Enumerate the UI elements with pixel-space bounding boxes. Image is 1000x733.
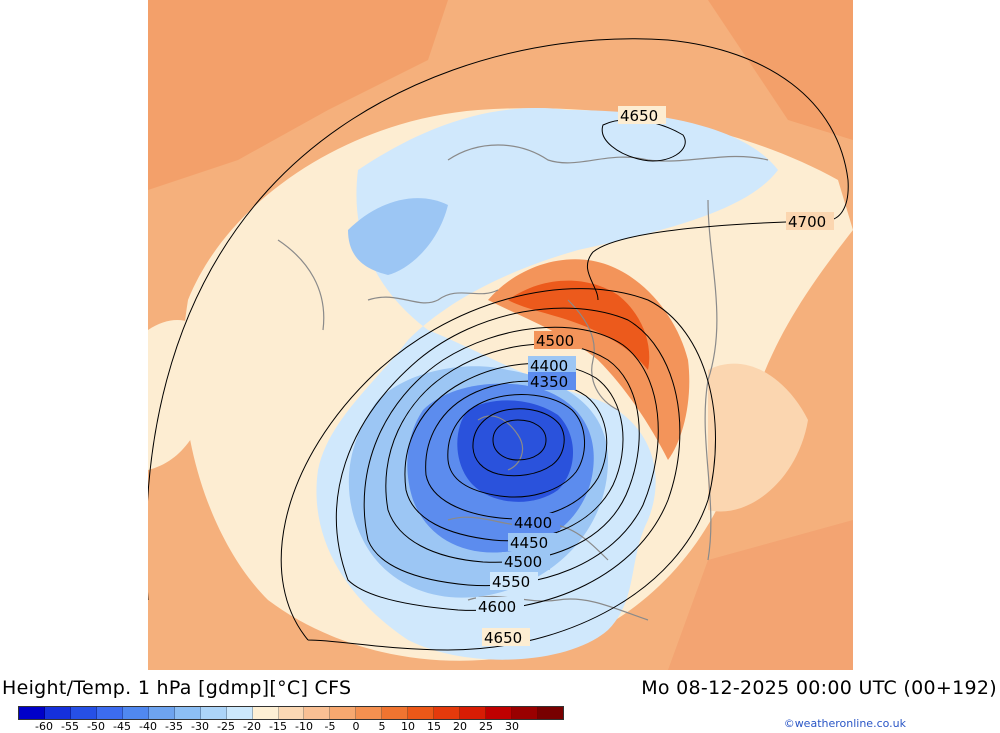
colorbar-swatch (538, 707, 564, 719)
contour-4550 (363, 326, 659, 587)
contour-4700 (586, 221, 787, 301)
colorbar-swatch (226, 707, 253, 719)
contour-4250 (492, 419, 547, 461)
colorbar-tick-label: 5 (378, 720, 386, 733)
colorbar-swatch (434, 707, 461, 719)
contour-label-4700: 4700 (788, 213, 826, 231)
colorbar-swatch (278, 707, 305, 719)
contour-outer (148, 38, 849, 600)
credit-link[interactable]: ©weatheronline.co.uk (783, 717, 906, 730)
contour-4650 (280, 288, 716, 651)
colorbar-tick-label: -30 (191, 720, 209, 733)
colorbar-tick-label: -15 (269, 720, 287, 733)
colorbar-tick-label: -60 (35, 720, 53, 733)
colorbar-swatch (174, 707, 201, 719)
warm-light-east (708, 363, 808, 512)
cold-mid-patch-north (348, 198, 448, 275)
contour-4450 (404, 362, 624, 542)
colorbar-swatch (200, 707, 227, 719)
colorbar-tick-label: 30 (505, 720, 519, 733)
contour-4350 (447, 394, 586, 498)
warm-region-se (668, 520, 853, 670)
weather-map: 4650 4700 4500 4400 4350 4400 4450 4500 … (148, 0, 853, 670)
warm-region-nw (148, 0, 448, 190)
colorbar-swatch (252, 707, 279, 719)
warm-light-west (148, 320, 218, 470)
colorbar-tick-label: -20 (243, 720, 261, 733)
cold-core-region (457, 400, 573, 502)
colorbar-swatch (382, 707, 409, 719)
contour-label-4350: 4350 (530, 373, 568, 391)
contour-label-4650-north: 4650 (620, 107, 658, 125)
colorbar-swatch (148, 707, 175, 719)
colorbar-tick-label: -25 (217, 720, 235, 733)
height-contours (148, 38, 849, 651)
contour-4400 (425, 380, 608, 520)
map-canvas: 4650 4700 4500 4400 4350 4400 4450 4500 … (148, 0, 853, 670)
colorbar-swatch (122, 707, 149, 719)
contour-label-4400-upper: 4400 (530, 357, 568, 375)
colorbar-tick-label: 20 (453, 720, 467, 733)
colorbar-ticks: -60 -55 -50 -45 -40 -35 -30 -25 -20 -15 -10 -5 0 5 10 1… (18, 720, 564, 733)
colorbar-tick-label: -10 (295, 720, 313, 733)
warm-region-ne (708, 0, 853, 140)
colorbar-tick-label: -5 (324, 720, 336, 733)
colorbar-tick-label: 0 (352, 720, 360, 733)
colorbar-swatch (330, 707, 357, 719)
colorbar-swatch (512, 707, 539, 719)
contour-4600 (336, 307, 681, 611)
colorbar-swatch (96, 707, 123, 719)
contour-label-4400-lower: 4400 (514, 514, 552, 532)
contour-label-4500-lower: 4500 (504, 553, 542, 571)
contour-label-4650: 4650 (484, 629, 522, 647)
contour-label-4500-upper: 4500 (536, 332, 574, 350)
colorbar-swatch (486, 707, 513, 719)
colorbar-tick-label: 10 (401, 720, 415, 733)
contour-4300 (472, 408, 565, 477)
colorbar-swatch (460, 707, 487, 719)
colorbar-swatch (44, 707, 71, 719)
colorbar-swatch (304, 707, 331, 719)
contour-labels: 4650 4700 4500 4400 4350 4400 4450 4500 … (476, 106, 834, 647)
map-title: Height/Temp. 1 hPa [gdmp][°C] CFS (2, 677, 352, 699)
colorbar-swatch (356, 707, 383, 719)
colorbar-swatch (19, 707, 45, 719)
colorbar-swatch (70, 707, 97, 719)
colorbar-tick-label: 25 (479, 720, 493, 733)
colorbar (18, 706, 564, 720)
valid-time: Mo 08-12-2025 00:00 UTC (00+192) (641, 677, 997, 699)
colorbar-tick-label: -35 (165, 720, 183, 733)
contour-label-4600: 4600 (478, 598, 516, 616)
hot-region-core (508, 280, 650, 370)
colorbar-swatch (408, 707, 435, 719)
contour-4500 (385, 343, 640, 563)
colorbar-tick-label: -55 (61, 720, 79, 733)
colorbar-tick-label: -45 (113, 720, 131, 733)
contour-label-4550: 4550 (492, 573, 530, 591)
contour-label-4450: 4450 (510, 534, 548, 552)
colorbar-tick-label: -50 (87, 720, 105, 733)
colorbar-tick-label: 15 (427, 720, 441, 733)
colorbar-tick-label: -40 (139, 720, 157, 733)
